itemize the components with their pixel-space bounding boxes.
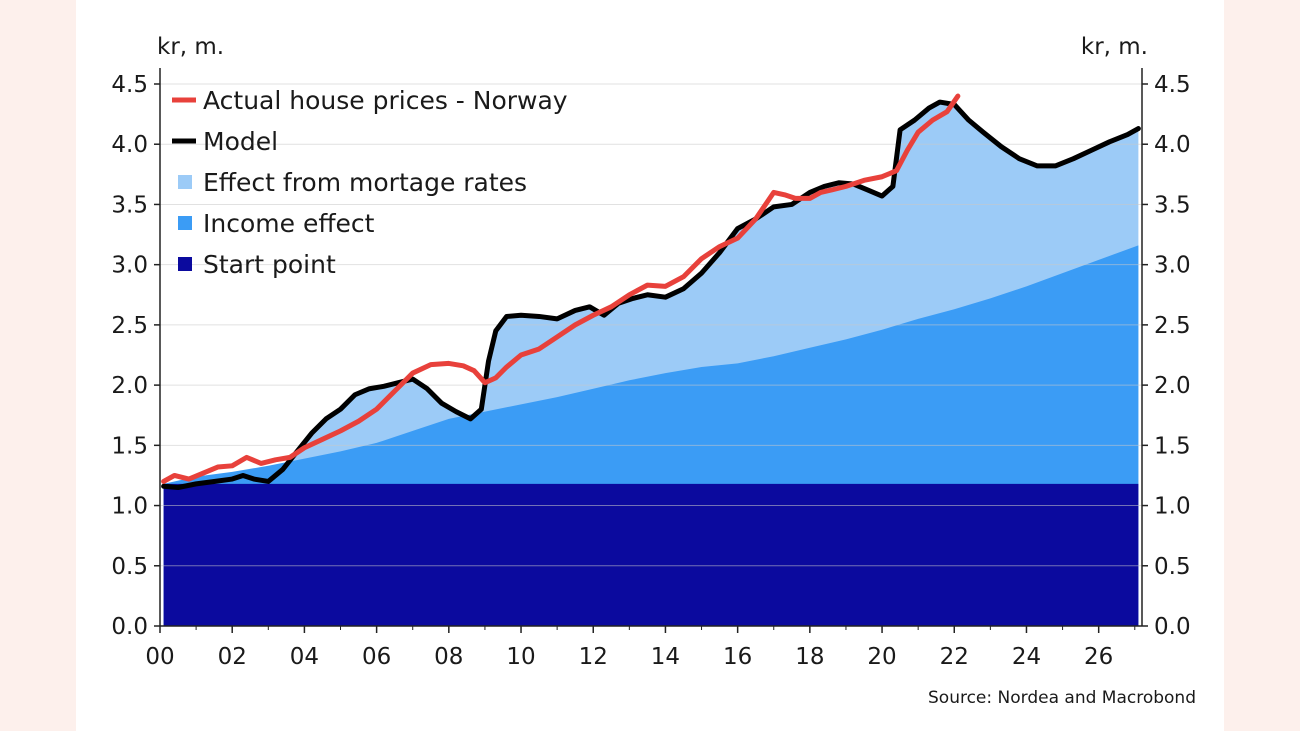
right-tick-label: 1.5 <box>1154 433 1191 459</box>
grid-lines <box>160 83 1142 567</box>
legend-label-income-effect: Income effect <box>203 209 375 238</box>
left-tick-label: 3.5 <box>111 192 148 218</box>
right-tick-label: 1.0 <box>1154 494 1191 520</box>
right-unit-label: kr, m. <box>1081 34 1148 60</box>
x-tick-label: 16 <box>723 644 752 670</box>
left-tick-label: 0.0 <box>111 614 148 640</box>
legend-swatch-start-point <box>178 257 192 271</box>
right-tick-label: 4.0 <box>1154 132 1191 158</box>
right-tick-label: 3.5 <box>1154 192 1191 218</box>
legend-label-start-point: Start point <box>203 250 336 279</box>
left-tick-label: 4.5 <box>111 72 148 98</box>
legend-swatch-income-effect <box>178 216 192 230</box>
legend-label-effect-from-mortage-rates: Effect from mortage rates <box>203 168 527 197</box>
x-tick-label: 18 <box>795 644 824 670</box>
left-unit-label: kr, m. <box>157 34 224 60</box>
x-tick-label: 24 <box>1012 644 1041 670</box>
left-tick-label: 1.5 <box>111 433 148 459</box>
x-tick-label: 14 <box>651 644 680 670</box>
series-lines <box>161 93 1141 490</box>
x-tick-label: 20 <box>867 644 896 670</box>
x-tick-label: 06 <box>362 644 391 670</box>
x-tick-label: 10 <box>506 644 535 670</box>
right-tick-label: 0.0 <box>1154 614 1191 640</box>
x-tick-label: 22 <box>940 644 969 670</box>
legend-swatch-effect-from-mortage-rates <box>178 175 192 189</box>
left-tick-label: 4.0 <box>111 132 148 158</box>
left-tick-label: 1.0 <box>111 494 148 520</box>
legend-label-actual-house-prices-norway: Actual house prices - Norway <box>203 86 568 115</box>
model-line <box>161 99 1141 490</box>
left-tick-label: 3.0 <box>111 253 148 279</box>
chart-card: 0.0 0.0 0.5 0.5 1.0 1.0 1.5 1.5 2.0 2.0 2.5 2.5 3.0 3… <box>76 0 1224 731</box>
right-tick-label: 0.5 <box>1154 554 1191 580</box>
right-tick-label: 3.0 <box>1154 253 1191 279</box>
start-point-area <box>163 483 1139 626</box>
x-tick-label: 02 <box>218 644 247 670</box>
x-tick-label: 00 <box>145 644 174 670</box>
left-tick-label: 2.5 <box>111 313 148 339</box>
actual-house-prices-line <box>161 93 961 484</box>
legend: Actual house prices - Norway Model Effect … <box>172 86 568 279</box>
x-tick-label: 08 <box>434 644 463 670</box>
house-price-chart: 0.0 0.0 0.5 0.5 1.0 1.0 1.5 1.5 2.0 2.0 2.5 2.5 3.0 3… <box>111 34 1196 708</box>
right-tick-label: 2.0 <box>1154 373 1191 399</box>
right-tick-label: 2.5 <box>1154 313 1191 339</box>
plot-areas <box>163 102 1139 627</box>
x-tick-label: 26 <box>1084 644 1113 670</box>
right-tick-label: 4.5 <box>1154 72 1191 98</box>
x-tick-label: 12 <box>579 644 608 670</box>
left-tick-label: 2.0 <box>111 373 148 399</box>
x-tick-label: 04 <box>290 644 319 670</box>
axes: 0.0 0.0 0.5 0.5 1.0 1.0 1.5 1.5 2.0 2.0 2.5 2.5 3.0 3… <box>111 68 1191 670</box>
left-tick-label: 0.5 <box>111 554 148 580</box>
source-note: Source: Nordea and Macrobond <box>928 688 1196 708</box>
legend-label-model: Model <box>203 127 278 156</box>
